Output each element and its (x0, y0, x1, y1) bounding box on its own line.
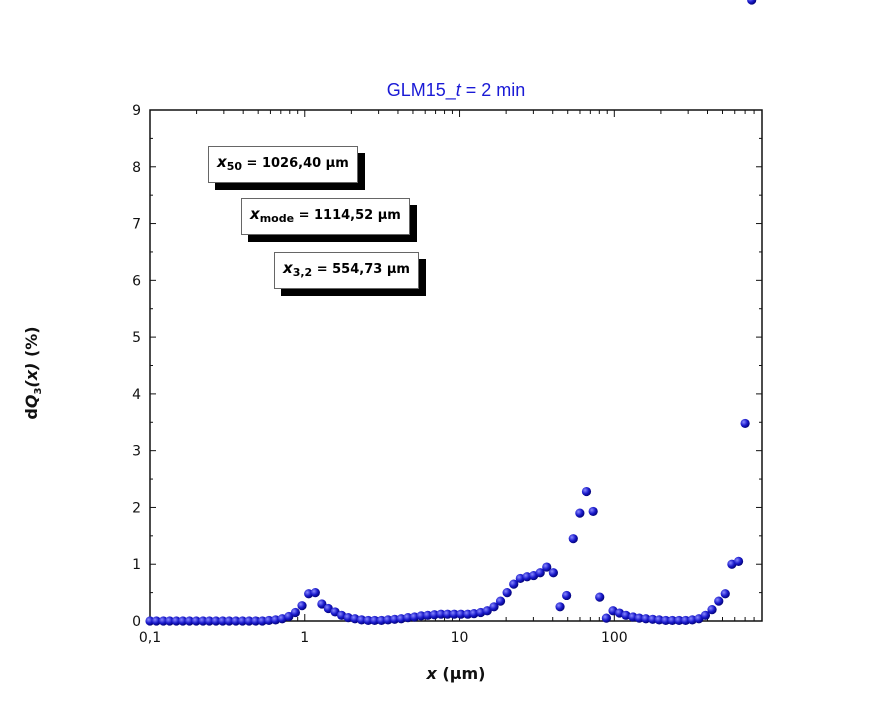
data-point (310, 588, 320, 598)
axes-group: 0 1 2 3 4 5 6 7 8 9 0,1 1 10 100 (132, 103, 763, 646)
data-point (482, 606, 492, 616)
data-point (714, 596, 724, 606)
data-point (178, 616, 188, 626)
y-axis-label: dQ3(x) (%) (21, 326, 45, 420)
data-point (442, 609, 453, 619)
data-point (456, 609, 466, 619)
data-point (720, 589, 730, 599)
data-points-group (145, 0, 757, 626)
data-point (581, 486, 592, 497)
data-point (747, 0, 757, 5)
data-point (700, 610, 711, 620)
data-point (509, 579, 519, 589)
data-point (251, 616, 261, 626)
data-point (681, 615, 691, 626)
data-point (264, 615, 274, 626)
data-point (634, 613, 644, 623)
x-tick-label: 10 (451, 630, 469, 646)
data-point (363, 615, 373, 626)
x-tick-label: 0,1 (139, 630, 161, 646)
data-point (661, 615, 671, 626)
data-point (290, 607, 301, 618)
data-point (317, 599, 327, 609)
data-point (535, 568, 545, 578)
y-tick-label: 0 (132, 614, 141, 630)
data-point (495, 596, 506, 606)
xmode-annotation: xmode = 1114,52 μm (241, 198, 410, 235)
data-point (403, 612, 413, 623)
data-point (740, 418, 750, 429)
data-point (674, 615, 684, 626)
data-point (151, 616, 162, 626)
data-point (158, 616, 168, 626)
data-point (191, 616, 201, 626)
data-point (575, 508, 585, 518)
data-point (211, 616, 221, 626)
y-tick-label: 4 (132, 387, 141, 403)
x50-annotation: x50 = 1026,40 μm (208, 146, 358, 183)
data-point (357, 615, 367, 625)
data-point (257, 616, 267, 626)
x-tick-label: 100 (601, 630, 628, 646)
data-point (641, 614, 651, 624)
data-point (542, 562, 552, 572)
data-point (416, 611, 426, 621)
data-point (449, 609, 459, 619)
data-point (707, 605, 717, 615)
x-axis-label: x (μm) (426, 664, 486, 683)
data-point (588, 506, 598, 517)
x32-annotation: x3,2 = 554,73 μm (274, 252, 419, 289)
data-point (654, 615, 664, 625)
data-point (297, 601, 307, 611)
data-point (165, 616, 175, 626)
plot-area-frame (149, 109, 763, 622)
data-point (171, 616, 181, 626)
data-point (429, 610, 440, 620)
data-point (502, 588, 512, 598)
y-tick-label: 3 (132, 444, 141, 460)
data-point (489, 602, 499, 612)
data-point (218, 616, 228, 626)
data-point (562, 590, 572, 601)
data-point (568, 534, 578, 544)
data-point (198, 616, 208, 626)
data-point (555, 602, 565, 612)
y-tick-label: 5 (132, 330, 141, 346)
data-point (204, 616, 215, 626)
data-point (423, 610, 433, 620)
x-tick-label: 1 (300, 630, 309, 646)
data-point (621, 610, 631, 620)
data-point (244, 616, 254, 626)
data-point (145, 616, 155, 626)
data-point (667, 615, 677, 626)
y-tick-label: 7 (132, 217, 141, 233)
y-tick-label: 9 (132, 103, 141, 119)
chart-title: GLM15_t = 2 min (386, 80, 526, 100)
data-point (184, 616, 195, 626)
y-tick-label: 2 (132, 500, 141, 516)
y-tick-label: 8 (132, 160, 141, 176)
data-point (733, 556, 744, 566)
data-point (595, 592, 605, 602)
data-point (224, 616, 234, 626)
data-point (370, 615, 380, 626)
data-point (383, 615, 393, 625)
y-tick-label: 1 (132, 557, 141, 573)
data-point (548, 568, 558, 578)
data-point (601, 613, 612, 623)
data-point (436, 609, 446, 619)
y-tick-label: 6 (132, 273, 141, 289)
data-point (237, 616, 248, 626)
data-point (231, 616, 241, 626)
